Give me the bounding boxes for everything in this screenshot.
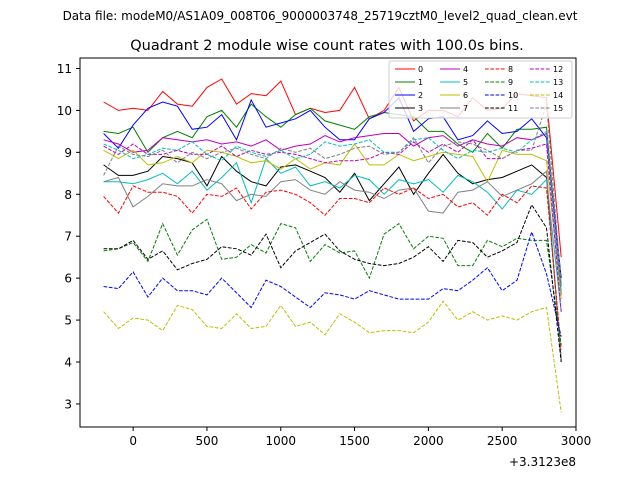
chart-title: Quadrant 2 module wise count rates with … — [130, 38, 524, 54]
legend-label-9: 9 — [508, 78, 513, 87]
legend-label-10: 10 — [508, 91, 518, 100]
x-tick-label: 0 — [129, 434, 137, 448]
y-tick-label: 7 — [64, 230, 72, 244]
y-tick-label: 6 — [64, 272, 72, 286]
x-tick-label: 1500 — [339, 434, 370, 448]
legend-label-6: 6 — [463, 91, 468, 100]
series-line-14 — [103, 300, 562, 413]
series-line-12 — [103, 139, 562, 312]
x-tick-label: 2500 — [487, 434, 518, 448]
y-tick-label: 9 — [64, 146, 72, 160]
legend-label-15: 15 — [553, 104, 563, 113]
series-line-9 — [103, 218, 562, 346]
y-tick-label: 3 — [64, 397, 72, 411]
legend-label-1: 1 — [418, 78, 423, 87]
y-axis: 3 4 5 6 7 8 9 10 11 — [57, 62, 80, 411]
series-line-1 — [103, 103, 562, 287]
series-line-8 — [103, 185, 562, 350]
x-axis: 0 500 1000 1500 2000 2500 3000 — [129, 427, 591, 448]
legend-box — [388, 60, 573, 119]
series-line-6 — [103, 143, 562, 300]
y-tick-label: 10 — [57, 104, 72, 118]
series-layer — [103, 78, 562, 413]
legend-label-14: 14 — [553, 91, 563, 100]
x-tick-label: 1000 — [265, 434, 296, 448]
series-line-10 — [103, 230, 562, 337]
x-tick-label: 500 — [195, 434, 218, 448]
legend-label-5: 5 — [463, 78, 468, 87]
y-tick-label: 11 — [57, 62, 72, 76]
series-line-11 — [103, 203, 562, 363]
chart-suptitle: Data file: modeM0/AS1A09_008T06_90000037… — [63, 9, 578, 23]
legend-label-4: 4 — [463, 65, 468, 74]
x-axis-offset-text: +3.3123e8 — [509, 455, 576, 469]
legend-label-8: 8 — [508, 65, 513, 74]
legend-label-3: 3 — [418, 104, 423, 113]
plot-area — [80, 58, 576, 427]
y-tick-label: 5 — [64, 314, 72, 328]
plot-frame — [79, 57, 577, 428]
series-line-4 — [103, 132, 562, 295]
legend-label-0: 0 — [418, 65, 423, 74]
series-line-5 — [103, 157, 562, 312]
y-tick-label: 8 — [64, 188, 72, 202]
series-line-13 — [103, 130, 562, 291]
x-tick-label: 2000 — [413, 434, 444, 448]
legend-label-12: 12 — [553, 65, 563, 74]
legend-label-13: 13 — [553, 78, 563, 87]
legend-label-11: 11 — [508, 104, 518, 113]
legend-label-7: 7 — [463, 104, 468, 113]
y-tick-label: 4 — [64, 356, 72, 370]
x-tick-label: 3000 — [561, 434, 592, 448]
legend-label-2: 2 — [418, 91, 423, 100]
series-line-15 — [103, 103, 562, 285]
series-line-7 — [103, 170, 562, 363]
series-line-2 — [103, 96, 562, 279]
